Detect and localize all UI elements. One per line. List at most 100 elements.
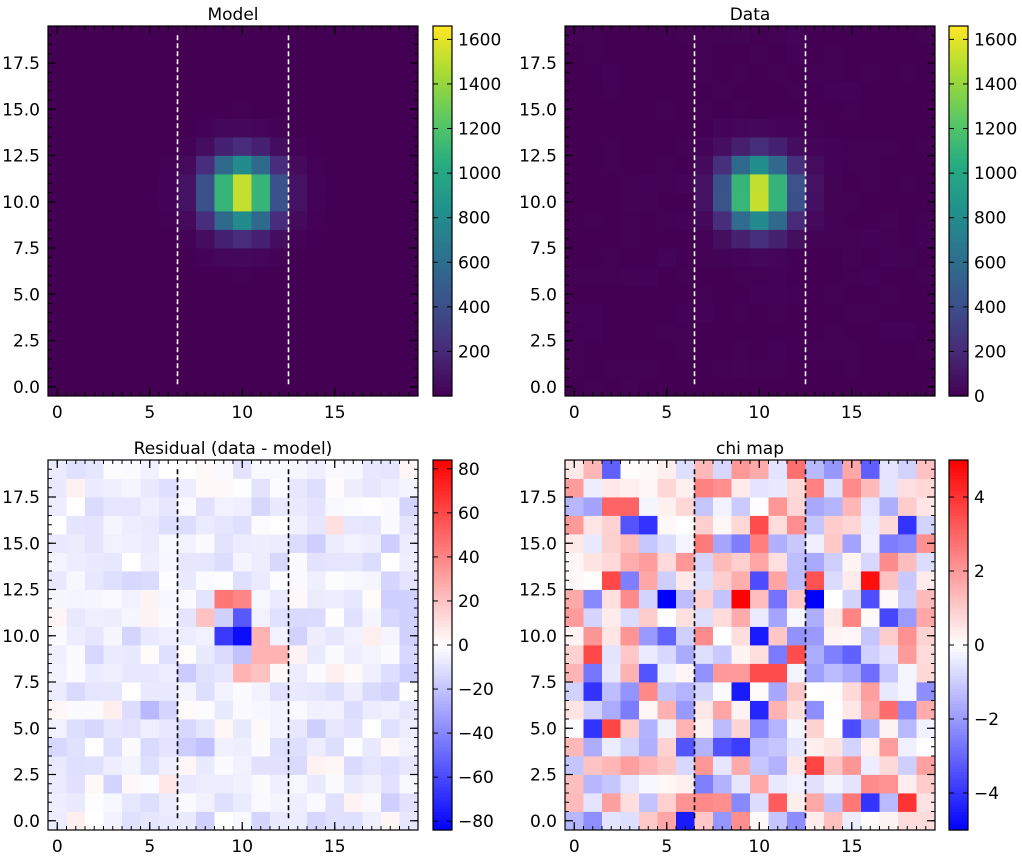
heatmap-cell xyxy=(122,211,141,230)
heatmap-cell xyxy=(270,377,289,397)
colorbar-segment xyxy=(949,500,968,504)
colorbar-segment xyxy=(949,81,968,86)
heatmap-cell xyxy=(620,211,640,230)
heatmap-cell xyxy=(861,340,880,360)
heatmap-cell xyxy=(805,552,825,572)
heatmap-cell xyxy=(805,174,825,193)
colorbar-segment xyxy=(949,269,968,274)
heatmap-cell xyxy=(916,645,936,664)
colorbar-segment xyxy=(949,651,968,655)
colorbar-segment xyxy=(949,201,968,206)
colorbar-segment xyxy=(949,648,968,652)
heatmap-cell xyxy=(233,44,252,64)
heatmap-cell xyxy=(362,322,382,341)
colorbar-segment xyxy=(433,56,452,61)
colorbar-segment xyxy=(433,697,452,702)
heatmap-cell xyxy=(325,340,345,360)
heatmap-cell xyxy=(140,534,160,553)
heatmap-cell xyxy=(177,497,197,516)
heatmap-cell xyxy=(399,774,419,794)
colorbar-segment xyxy=(433,346,452,351)
heatmap-cell xyxy=(824,377,843,397)
colorbar-tick-label: −20 xyxy=(458,680,494,700)
heatmap-cell xyxy=(177,626,197,646)
heatmap-cell xyxy=(805,793,825,812)
heatmap-cell xyxy=(85,63,104,82)
heatmap-cell xyxy=(196,793,215,812)
heatmap-cell xyxy=(898,81,917,101)
heatmap-cell xyxy=(879,756,899,775)
heatmap-cell xyxy=(270,774,289,794)
heatmap-cell xyxy=(196,359,215,378)
heatmap-cell xyxy=(861,137,880,156)
x-tick-label: 15 xyxy=(324,837,346,857)
colorbar-segment xyxy=(949,635,968,640)
heatmap-cell xyxy=(122,756,141,775)
heatmap-cell xyxy=(196,774,215,794)
heatmap-cell xyxy=(768,497,788,516)
heatmap-cell xyxy=(824,26,843,45)
heatmap-cell xyxy=(694,645,714,664)
heatmap-cell xyxy=(602,737,621,757)
colorbar-segment xyxy=(433,820,452,825)
heatmap-cell xyxy=(399,118,419,138)
heatmap-cell xyxy=(565,626,584,646)
colorbar-segment xyxy=(949,540,968,544)
heatmap-cell xyxy=(288,137,308,156)
colorbar-segment xyxy=(949,583,968,588)
heatmap-cell xyxy=(731,626,751,646)
heatmap-cell xyxy=(270,645,289,664)
heatmap-cell xyxy=(602,229,621,249)
heatmap-cell xyxy=(251,174,271,193)
colorbar-segment xyxy=(433,53,452,58)
heatmap-cell xyxy=(898,118,917,138)
heatmap-cell xyxy=(694,81,714,101)
colorbar-segment xyxy=(433,309,452,314)
colorbar-segment xyxy=(433,777,452,782)
heatmap-cell xyxy=(177,719,197,738)
heatmap-cell xyxy=(787,174,806,193)
heatmap-cells xyxy=(565,26,936,397)
heatmap-cell xyxy=(251,719,271,738)
heatmap-cell xyxy=(694,682,714,701)
heatmap-cell xyxy=(824,174,843,193)
heatmap-cell xyxy=(214,626,234,646)
colorbar-segment xyxy=(949,238,968,243)
heatmap-cell xyxy=(233,63,252,82)
heatmap-cell xyxy=(85,211,104,230)
heatmap-cell xyxy=(620,118,640,138)
heatmap-cell xyxy=(362,719,382,738)
heatmap-cell xyxy=(362,700,382,720)
colorbar-segment xyxy=(949,130,968,135)
heatmap-cell xyxy=(140,285,160,304)
heatmap-cell xyxy=(750,552,769,572)
heatmap-cell xyxy=(140,552,160,572)
heatmap-cell xyxy=(787,211,806,230)
heatmap-cell xyxy=(750,719,769,738)
heatmap-cell xyxy=(620,155,640,175)
colorbar-segment xyxy=(433,580,452,584)
colorbar-frame xyxy=(948,25,969,397)
colorbar-segment xyxy=(949,331,968,335)
heatmap-cell xyxy=(694,174,714,193)
heatmap-cell xyxy=(233,248,252,267)
heatmap-cell xyxy=(325,359,345,378)
heatmap-cell xyxy=(620,460,640,479)
colorbar-tick-label: 800 xyxy=(974,209,1006,229)
heatmap-cell xyxy=(898,63,917,82)
colorbar-segment xyxy=(433,783,452,788)
heatmap-cell xyxy=(381,737,400,757)
colorbar-segment xyxy=(433,35,452,39)
heatmap-cell xyxy=(399,663,419,683)
heatmap-cell xyxy=(103,174,123,193)
heatmap-cell xyxy=(85,26,104,45)
heatmap-cell xyxy=(916,756,936,775)
heatmap-cell xyxy=(694,285,714,304)
colorbar-segment xyxy=(949,546,968,551)
heatmap-cell xyxy=(381,626,400,646)
heatmap-cell xyxy=(676,645,695,664)
heatmap-cell xyxy=(898,322,917,341)
colorbar-segment xyxy=(949,484,968,489)
